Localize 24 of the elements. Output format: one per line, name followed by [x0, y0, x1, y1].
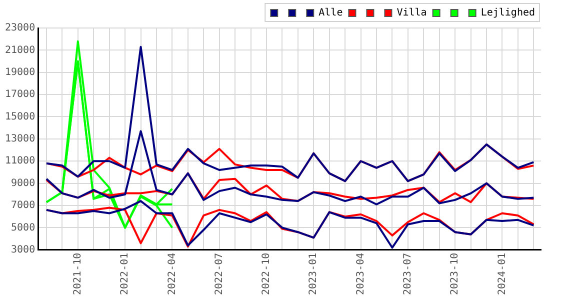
x-tick-label: 2022-10	[261, 252, 272, 296]
x-tick-label: 2023-10	[450, 252, 461, 296]
x-tick-label: 2023-07	[402, 252, 414, 296]
y-tick-label: 7000	[11, 200, 36, 212]
y-tick-label: 15000	[4, 111, 36, 122]
y-tick-label: 19000	[4, 66, 36, 78]
y-tick-label: 17000	[4, 89, 36, 100]
y-tick-label: 23000	[4, 22, 36, 34]
legend-label: Alle	[318, 8, 343, 19]
x-tick-label: 2024-01	[496, 252, 508, 296]
y-tick-label: 9000	[11, 178, 36, 189]
x-tick-label: 2021-10	[72, 252, 84, 296]
y-tick-label: 3000	[11, 244, 36, 256]
x-tick-label: 2022-01	[120, 252, 131, 296]
y-tick-label: 11000	[4, 156, 36, 167]
x-tick-label: 2022-07	[214, 252, 225, 296]
x-tick-label: 2023-01	[308, 252, 320, 296]
legend-label: Lejlighed	[480, 8, 536, 19]
x-tick-label: 2022-04	[166, 252, 178, 296]
y-tick-label: 5000	[11, 222, 36, 234]
y-tick-label: 13000	[4, 134, 36, 145]
legend-label: Villa	[396, 8, 427, 19]
y-tick-label: 21000	[4, 44, 36, 56]
x-tick-label: 2023-04	[355, 252, 366, 296]
